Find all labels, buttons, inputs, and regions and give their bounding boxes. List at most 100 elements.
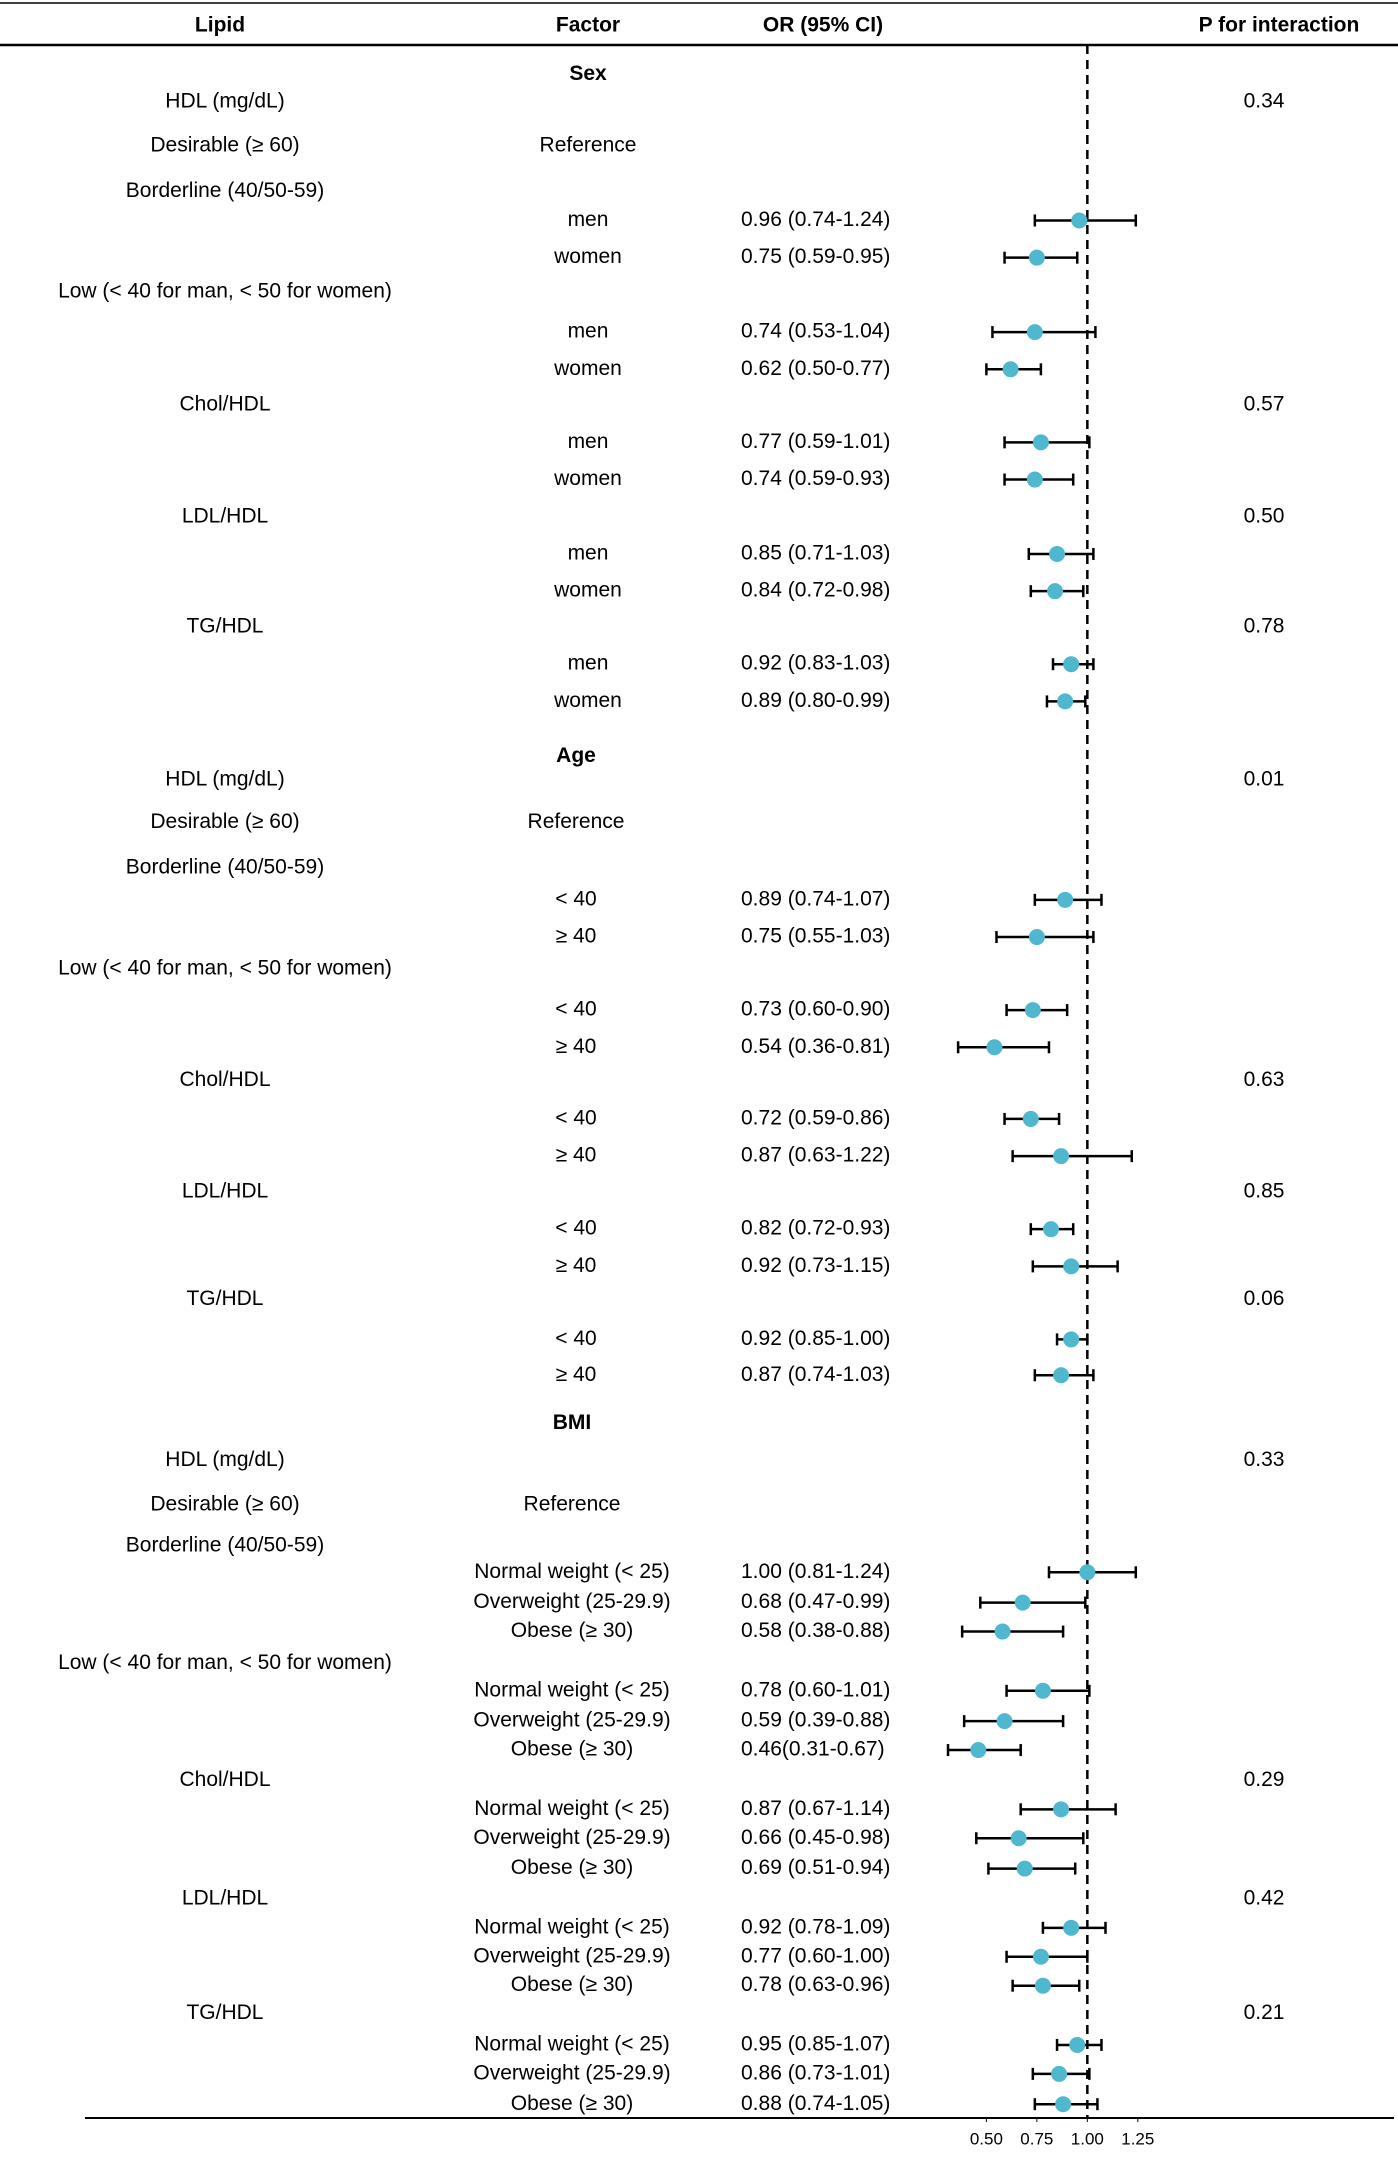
factor-label: Overweight (25-29.9) — [473, 1826, 670, 1849]
factor-label: men — [568, 652, 609, 675]
point-estimate — [1022, 1110, 1039, 1127]
or-label: 1.00 (0.81-1.24) — [741, 1560, 890, 1583]
point-estimate — [1032, 1948, 1049, 1965]
factor-label: ≥ 40 — [556, 925, 597, 948]
column-header: Lipid — [195, 14, 245, 37]
p-value: 0.85 — [1244, 1180, 1285, 1203]
lipid-label: Chol/HDL — [179, 1068, 270, 1091]
factor-label: Obese (≥ 30) — [511, 1973, 633, 1996]
lipid-label: TG/HDL — [186, 1287, 263, 1310]
or-label: 0.73 (0.60-0.90) — [741, 998, 890, 1021]
lipid-label: LDL/HDL — [182, 1180, 268, 1203]
factor-label: men — [568, 542, 609, 565]
lipid-label: TG/HDL — [186, 2001, 263, 2024]
column-header: OR (95% CI) — [763, 14, 883, 37]
point-estimate — [1057, 891, 1074, 908]
point-estimate — [1047, 583, 1064, 600]
p-value: 0.42 — [1244, 1886, 1285, 1909]
or-label: 0.72 (0.59-0.86) — [741, 1106, 890, 1129]
p-value: 0.29 — [1244, 1768, 1285, 1791]
or-label: 0.86 (0.73-1.01) — [741, 2061, 890, 2084]
lipid-label: Low (< 40 for man, < 50 for women) — [58, 1651, 392, 1674]
lipid-label: HDL (mg/dL) — [165, 767, 284, 790]
point-estimate — [1016, 1860, 1033, 1877]
point-estimate — [1026, 471, 1043, 488]
or-label: 0.84 (0.72-0.98) — [741, 579, 890, 602]
point-estimate — [1079, 1564, 1096, 1581]
x-tick-label: 0.50 — [970, 2129, 1003, 2148]
point-estimate — [1010, 1830, 1027, 1847]
point-estimate — [1051, 2065, 1068, 2082]
point-estimate — [1024, 1002, 1041, 1019]
p-value: 0.06 — [1244, 1287, 1285, 1310]
lipid-label: LDL/HDL — [182, 504, 268, 527]
point-estimate — [1055, 2096, 1072, 2113]
or-label: 0.54 (0.36-0.81) — [741, 1035, 890, 1058]
or-label: 0.87 (0.74-1.03) — [741, 1363, 890, 1386]
or-label: 0.69 (0.51-0.94) — [741, 1856, 890, 1879]
or-label: 0.92 (0.78-1.09) — [741, 1915, 890, 1938]
lipid-label: LDL/HDL — [182, 1886, 268, 1909]
x-tick-label: 0.75 — [1020, 2129, 1053, 2148]
factor-label: Normal weight (< 25) — [474, 1678, 670, 1701]
or-label: 0.66 (0.45-0.98) — [741, 1826, 890, 1849]
or-label: 0.89 (0.80-0.99) — [741, 689, 890, 712]
point-estimate — [996, 1713, 1013, 1730]
factor-label: Normal weight (< 25) — [474, 2032, 670, 2055]
factor-label: Normal weight (< 25) — [474, 1797, 670, 1820]
or-label: 0.88 (0.74-1.05) — [741, 2092, 890, 2115]
column-header: Factor — [556, 14, 620, 37]
factor-label: women — [553, 689, 622, 712]
p-value: 0.34 — [1244, 90, 1285, 113]
point-estimate — [1063, 1258, 1080, 1275]
factor-label: ≥ 40 — [556, 1035, 597, 1058]
or-label: 0.68 (0.47-0.99) — [741, 1590, 890, 1613]
lipid-label: Borderline (40/50-59) — [126, 856, 324, 879]
or-label: 0.89 (0.74-1.07) — [741, 887, 890, 910]
factor-label: ≥ 40 — [556, 1144, 597, 1167]
point-estimate — [970, 1742, 987, 1759]
factor-label: women — [553, 245, 622, 268]
lipid-label: Desirable (≥ 60) — [150, 134, 299, 157]
point-estimate — [1053, 1801, 1070, 1818]
p-value: 0.78 — [1244, 615, 1285, 638]
p-value: 0.01 — [1244, 767, 1285, 790]
lipid-label: Low (< 40 for man, < 50 for women) — [58, 280, 392, 303]
factor-label: Obese (≥ 30) — [511, 1856, 633, 1879]
lipid-label: Desirable (≥ 60) — [150, 1492, 299, 1515]
lipid-label: Borderline (40/50-59) — [126, 179, 324, 202]
section-title: Sex — [569, 62, 607, 85]
lipid-label: HDL (mg/dL) — [165, 90, 284, 113]
factor-label: < 40 — [555, 998, 596, 1021]
lipid-label: HDL (mg/dL) — [165, 1448, 284, 1471]
factor-label: < 40 — [555, 1106, 596, 1129]
point-estimate — [1014, 1594, 1031, 1611]
factor-label: < 40 — [555, 1327, 596, 1350]
factor-label: Reference — [540, 134, 637, 157]
factor-label: Normal weight (< 25) — [474, 1915, 670, 1938]
factor-label: women — [553, 357, 622, 380]
p-value: 0.63 — [1244, 1068, 1285, 1091]
lipid-label: Borderline (40/50-59) — [126, 1534, 324, 1557]
x-tick-label: 1.25 — [1121, 2129, 1154, 2148]
point-estimate — [1042, 1221, 1059, 1238]
or-label: 0.59 (0.39-0.88) — [741, 1709, 890, 1732]
point-estimate — [1049, 545, 1066, 562]
point-estimate — [1053, 1148, 1070, 1165]
point-estimate — [1028, 249, 1045, 266]
or-label: 0.92 (0.73-1.15) — [741, 1254, 890, 1277]
factor-label: < 40 — [555, 887, 596, 910]
factor-label: Obese (≥ 30) — [511, 1738, 633, 1761]
factor-label: ≥ 40 — [556, 1363, 597, 1386]
point-estimate — [1034, 1682, 1051, 1699]
section-title: Age — [556, 744, 596, 767]
lipid-label: Chol/HDL — [179, 1768, 270, 1791]
point-estimate — [986, 1039, 1003, 1056]
factor-label: Overweight (25-29.9) — [473, 1709, 670, 1732]
point-estimate — [1057, 693, 1074, 710]
or-label: 0.77 (0.60-1.00) — [741, 1944, 890, 1967]
lipid-label: Low (< 40 for man, < 50 for women) — [58, 956, 392, 979]
factor-label: < 40 — [555, 1217, 596, 1240]
factor-label: men — [568, 320, 609, 343]
point-estimate — [1032, 434, 1049, 451]
